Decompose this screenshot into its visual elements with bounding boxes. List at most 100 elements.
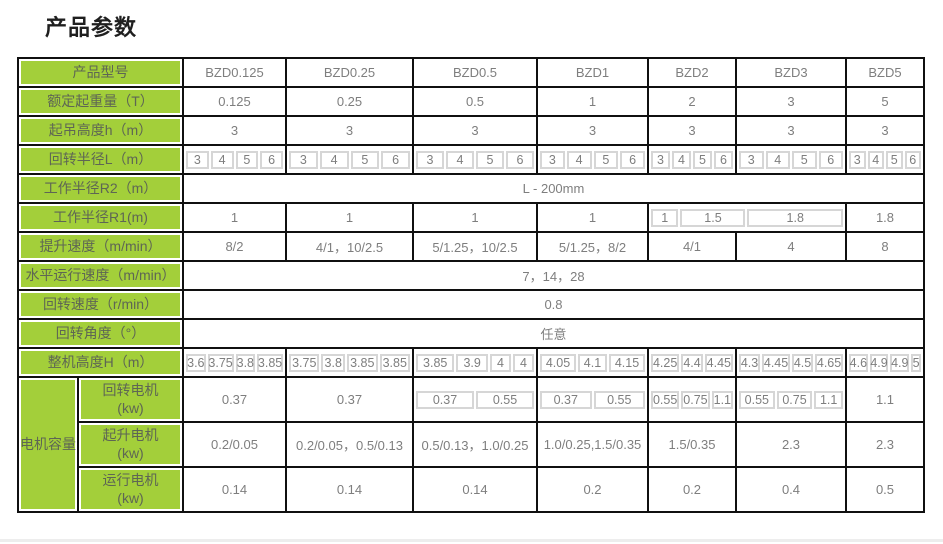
spec-cell: L - 200mm: [182, 173, 925, 204]
spec-cell: 1.1: [845, 376, 925, 423]
table-row: 运行电机 (kw) 0.14 0.14 0.14 0.2 0.2 0.4 0.5: [18, 466, 925, 513]
spec-cell: BZD0.125: [182, 57, 287, 88]
spec-cell: 1: [285, 202, 414, 233]
spec-cell: 8/2: [182, 231, 287, 262]
spec-cell: 3: [735, 115, 847, 146]
spec-cell: 0.55 0.75 1.1: [647, 376, 737, 423]
spec-cell: 3: [182, 115, 287, 146]
sub-cell: 3.8: [235, 353, 256, 372]
spec-cell: 8: [845, 231, 925, 262]
sub-cell: 4: [672, 150, 691, 169]
sub-cell: 4.3: [739, 353, 761, 372]
sub-cell: 4: [446, 150, 474, 169]
sub-cell: 4.05: [540, 353, 576, 372]
sub-cell-group: 0.37 0.55: [415, 384, 535, 416]
sub-cell: 4: [765, 150, 790, 169]
sub-cell: 4.5: [792, 353, 814, 372]
row-label: 水平运行速度（m/min）: [17, 260, 184, 291]
spec-cell: 0.14: [285, 466, 414, 513]
sub-cell: 4.9: [869, 353, 889, 372]
sub-cell: 3: [289, 150, 318, 169]
spec-cell: 2: [647, 86, 737, 117]
spec-cell: 1.8: [845, 202, 925, 233]
spec-cell: BZD2: [647, 57, 737, 88]
sub-cell: 3: [849, 150, 866, 169]
spec-cell: 1: [536, 202, 649, 233]
spec-cell: 3: [412, 115, 538, 146]
spec-cell: 2.3: [845, 421, 925, 468]
sub-cell-group: 4.6 4.9 4.9 5: [848, 352, 922, 374]
spec-cell: 5: [845, 86, 925, 117]
sub-cell: 5: [886, 150, 903, 169]
row-label: 工作半径R2（m）: [17, 173, 184, 204]
sub-cell: 1.8: [747, 208, 843, 227]
spec-cell: 0.14: [412, 466, 538, 513]
sub-cell: 3.9: [456, 353, 488, 372]
spec-cell: 2.3: [735, 421, 847, 468]
sub-cell: 6: [904, 150, 921, 169]
spec-cell: 3: [647, 115, 737, 146]
sub-cell: 0.37: [416, 390, 474, 409]
spec-cell: 0.125: [182, 86, 287, 117]
spec-cell: 1.0/0.25,1.5/0.35: [536, 421, 649, 468]
table-row: 工作半径R1(m) 1 1 1 1 1 1.5 1.8 1.8: [17, 202, 925, 233]
sub-cell: 4: [512, 353, 535, 372]
sub-cell-group: 0.55 0.75 1.1: [738, 384, 844, 416]
sub-cell-group: 4.25 4.4 4.45: [650, 352, 734, 374]
spec-cell: 0.2: [647, 466, 737, 513]
row-label: 产品型号: [17, 57, 184, 88]
spec-cell: 1: [536, 86, 649, 117]
table-row: 额定起重量（T） 0.125 0.25 0.5 1 2 3 5: [17, 86, 925, 117]
spec-cell: 0.37 0.55: [412, 376, 538, 423]
sub-cell: 4.9: [890, 353, 910, 372]
spec-cell: 3: [845, 115, 925, 146]
sub-cell: 1: [651, 208, 679, 227]
product-spec-table: 产品型号 BZD0.125 BZD0.25 BZD0.5 BZD1 BZD2 BZD3 BZD…: [17, 57, 925, 513]
spec-cell: 0.25: [285, 86, 414, 117]
spec-cell: 0.5: [412, 86, 538, 117]
sub-cell: 0.55: [651, 390, 680, 409]
sub-cell: 4: [489, 353, 511, 372]
row-label: 整机高度H（m）: [17, 347, 184, 378]
spec-cell: 0.14: [182, 466, 287, 513]
spec-cell: 0.37: [182, 376, 287, 423]
spec-cell: 4.3 4.45 4.5 4.65: [735, 347, 847, 378]
bottom-divider: [0, 539, 943, 542]
table-row: 回转速度（r/min） 0.8: [17, 289, 925, 320]
sub-cell: 5: [235, 150, 259, 169]
spec-cell: 3: [735, 86, 847, 117]
sub-cell: 4: [566, 150, 592, 169]
spec-cell: BZD5: [845, 57, 925, 88]
spec-cell: 3.85 3.9 4 4: [412, 347, 538, 378]
sub-cell: 4.6: [849, 353, 868, 372]
sub-cell: 1.1: [814, 390, 844, 409]
sub-cell: 4: [867, 150, 884, 169]
row-label: 运行电机 (kw): [77, 466, 184, 513]
sub-cell: 0.75: [681, 390, 710, 409]
page-title: 产品参数: [45, 15, 138, 40]
sub-cell: 4: [319, 150, 349, 169]
sub-cell: 6: [714, 150, 733, 169]
sub-cell: 4.45: [762, 353, 790, 372]
spec-cell: 1 1.5 1.8: [647, 202, 847, 233]
sub-cell: 5: [693, 150, 712, 169]
sub-cell: 5: [911, 353, 921, 372]
sub-cell: 3: [540, 150, 565, 169]
table-row: 整机高度H（m） 3.6 3.75 3.8 3.85 3.75 3.8 3.85 3.85 3.8…: [17, 347, 925, 378]
sub-cell: 0.55: [476, 390, 534, 409]
spec-cell: 0.37: [285, 376, 414, 423]
spec-cell: 0.55 0.75 1.1: [735, 376, 847, 423]
spec-cell: 4/1，10/2.5: [285, 231, 414, 262]
row-label: 起升电机 (kw): [77, 421, 184, 468]
sub-cell-group: 4.05 4.1 4.15: [539, 352, 646, 374]
row-label: 工作半径R1(m): [17, 202, 184, 233]
row-label: 额定起重量（T）: [17, 86, 184, 117]
spec-cell: 0.37 0.55: [536, 376, 649, 423]
sub-cell: 0.55: [739, 390, 775, 409]
